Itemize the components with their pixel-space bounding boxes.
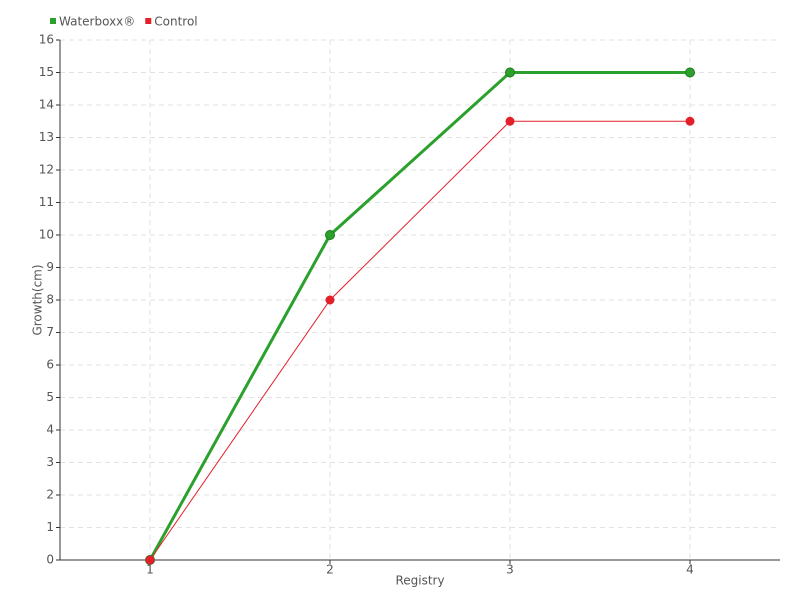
y-tick-label: 16 <box>39 33 54 47</box>
y-tick-label: 2 <box>46 488 54 502</box>
x-axis-label: Registry <box>395 574 444 588</box>
y-tick-label: 8 <box>46 293 54 307</box>
y-tick-label: 13 <box>39 130 54 144</box>
y-tick-label: 1 <box>46 520 54 534</box>
y-tick-label: 6 <box>46 358 54 372</box>
data-point <box>685 116 695 126</box>
y-tick-label: 0 <box>46 553 54 567</box>
y-tick-label: 3 <box>46 455 54 469</box>
legend-label: Control <box>154 15 197 29</box>
x-tick-label: 3 <box>506 563 514 577</box>
y-tick-label: 14 <box>39 98 54 112</box>
legend-label: Waterboxx® <box>59 15 135 29</box>
data-point <box>325 230 335 240</box>
data-point <box>325 295 335 305</box>
y-tick-label: 7 <box>46 325 54 339</box>
data-point <box>505 67 515 78</box>
x-tick-label: 1 <box>146 563 154 577</box>
y-tick-label: 10 <box>39 228 54 242</box>
legend-swatch <box>145 18 152 24</box>
y-tick-label: 4 <box>46 423 54 437</box>
x-tick-label: 4 <box>686 563 694 577</box>
series-line <box>148 71 690 561</box>
y-axis-label: Growth(cm) <box>31 264 45 335</box>
data-point <box>685 67 695 78</box>
y-tick-label: 11 <box>39 195 54 209</box>
data-point <box>505 116 515 126</box>
series-line <box>149 120 690 561</box>
legend-swatch <box>50 18 56 24</box>
x-tick-label: 2 <box>326 563 334 577</box>
y-tick-label: 15 <box>39 65 54 79</box>
y-tick-label: 5 <box>46 390 54 404</box>
y-tick-label: 9 <box>46 260 54 274</box>
data-point <box>145 555 155 565</box>
y-tick-label: 12 <box>39 163 54 177</box>
